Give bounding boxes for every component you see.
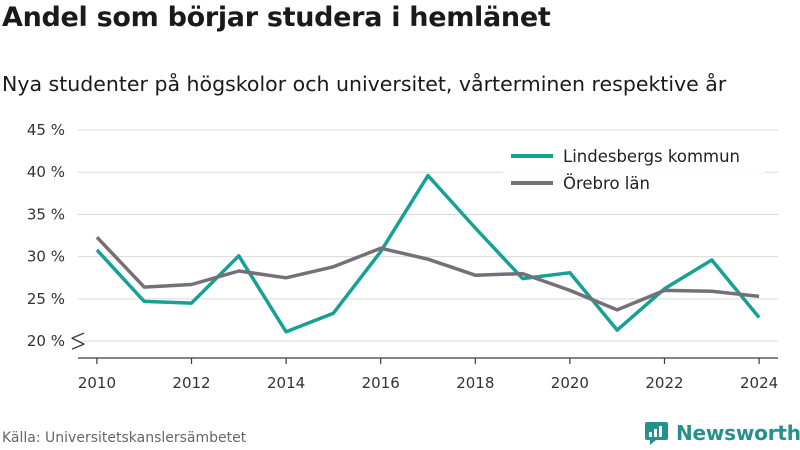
x-tick-label: 2018 <box>456 374 494 392</box>
chart-subtitle: Nya studenter på högskolor och universit… <box>2 72 727 96</box>
x-tick-label: 2020 <box>551 374 589 392</box>
x-tick-label: 2022 <box>645 374 683 392</box>
y-tick-label: 35 % <box>27 205 65 223</box>
chart-title: Andel som börjar studera i hemlänet <box>2 2 551 33</box>
x-tick-label: 2012 <box>172 374 210 392</box>
y-tick-label: 30 % <box>27 248 65 266</box>
brand-name: Newsworthy <box>676 421 800 445</box>
newsworthy-logo-icon <box>645 422 668 445</box>
x-tick-label: 2014 <box>267 374 305 392</box>
legend-label: Lindesbergs kommun <box>563 147 740 166</box>
series-lines <box>95 173 761 334</box>
y-tick-label: 25 % <box>27 290 65 308</box>
legend-label: Örebro län <box>563 174 650 193</box>
brand-logo: Newsworthy <box>644 418 800 448</box>
y-tick-label: 40 % <box>27 163 65 181</box>
series-line-1 <box>95 173 761 334</box>
axes: 20 % 25 % 30 % 35 % 40 % 45 % 2010 2012 2014 2016… <box>27 121 778 392</box>
x-tick-label: 2016 <box>362 374 400 392</box>
y-tick-label: 20 % <box>27 332 65 350</box>
x-tick-label: 2010 <box>78 374 116 392</box>
x-tick-label: 2024 <box>740 374 778 392</box>
legend: Lindesbergs kommun Örebro län <box>503 140 765 196</box>
axis-break-icon <box>71 332 85 350</box>
source-note: Källa: Universitetskanslersämbetet <box>2 430 247 446</box>
y-tick-label: 45 % <box>27 121 65 139</box>
legend-background <box>503 140 765 196</box>
grid-lines <box>78 129 778 342</box>
series-line-2 <box>95 235 760 312</box>
